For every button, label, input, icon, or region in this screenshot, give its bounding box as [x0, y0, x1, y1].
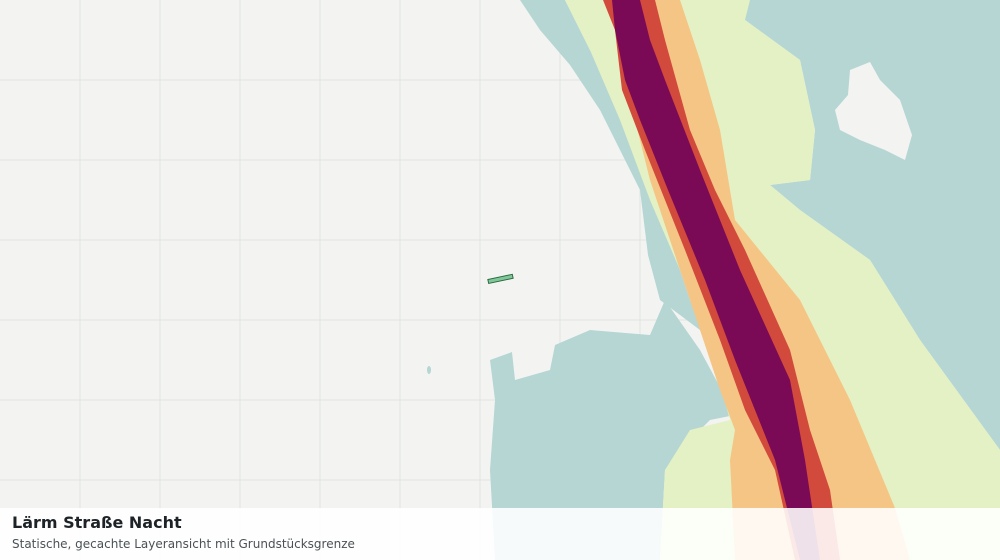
parcel[interactable]	[487, 273, 514, 285]
water	[427, 0, 1000, 560]
info-panel	[0, 508, 1000, 560]
island	[835, 62, 912, 160]
noise-band-very-high	[612, 0, 820, 560]
title: Lärm Straße Nacht	[12, 513, 182, 532]
subtitle: Statische, gecachte Layeransicht mit Gru…	[12, 537, 355, 551]
